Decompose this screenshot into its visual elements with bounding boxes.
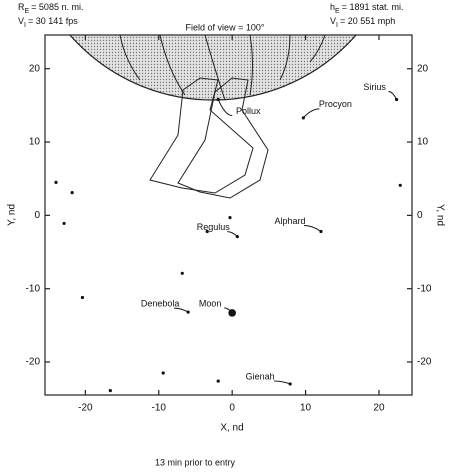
star-label: Regulus: [197, 222, 231, 232]
header-line: VI = 30 141 fps: [18, 16, 78, 28]
value: = 5085 n. mi.: [31, 2, 83, 12]
x-axis-label: X, nd: [220, 423, 243, 434]
x-tick-label: -10: [152, 403, 167, 414]
x-tick-label: 10: [300, 403, 312, 414]
leader-line: [174, 307, 189, 313]
symbol: V: [330, 16, 336, 26]
star-label: Alphard: [274, 216, 305, 226]
subscript: I: [336, 22, 338, 29]
y-tick-label: -20: [26, 357, 41, 368]
star-label: Denebola: [141, 299, 180, 309]
leader-line: [224, 307, 233, 314]
x-tick-label: 0: [229, 403, 235, 414]
y-tick-label-right: 0: [417, 210, 423, 221]
symbol: R: [18, 2, 25, 12]
star-label: Gienah: [246, 371, 275, 381]
subscript: I: [24, 22, 26, 29]
y-axis-label: Y, nd: [7, 204, 18, 226]
leader-line: [303, 224, 322, 232]
leader-line: [302, 108, 320, 119]
earth: [69, 35, 357, 101]
header-line: VI = 20 551 mph: [330, 16, 395, 28]
star-label: Pollux: [236, 106, 261, 116]
header-line: hE = 1891 stat. mi.: [330, 2, 403, 14]
star-label: Procyon: [319, 99, 352, 109]
star: [70, 191, 74, 195]
caption: 13 min prior to entry: [155, 457, 236, 467]
star: [205, 229, 209, 234]
leader-line: [388, 91, 398, 100]
header-line: RE = 5085 n. mi.: [18, 2, 83, 14]
star: [161, 371, 165, 375]
y-tick-label-right: -10: [417, 283, 432, 294]
star: [62, 221, 66, 226]
star: [54, 180, 58, 184]
view-label: Field of view = 100°: [186, 22, 265, 32]
y-tick-label: -10: [26, 283, 41, 294]
star: [216, 379, 220, 383]
leader-line: [274, 380, 291, 385]
symbol: h: [330, 2, 335, 12]
y-tick-label-right: -20: [417, 357, 432, 368]
y-tick-label: 10: [29, 137, 41, 148]
field-of-view: [149, 77, 269, 199]
star: [80, 295, 85, 300]
subscript: E: [25, 8, 30, 15]
x-tick-label: 20: [373, 403, 385, 414]
value: = 1891 stat. mi.: [342, 2, 404, 12]
symbol: V: [18, 16, 24, 26]
star: [228, 215, 232, 220]
value: = 20 551 mph: [340, 16, 395, 26]
leader-line: [217, 99, 233, 117]
star: [180, 271, 184, 275]
star-label: Sirius: [363, 82, 386, 92]
value: = 30 141 fps: [28, 16, 78, 26]
y-tick-label-right: 20: [417, 63, 429, 74]
star: [108, 389, 112, 393]
y-axis-label-right: Y, nd: [434, 204, 445, 226]
y-tick-label-right: 10: [417, 137, 429, 148]
leader-line: [227, 231, 238, 237]
star: [398, 183, 402, 187]
x-tick-label: -20: [78, 403, 93, 414]
star-label: Moon: [199, 298, 222, 308]
y-tick-label: 20: [29, 63, 41, 74]
subscript: E: [335, 8, 340, 15]
y-tick-label: 0: [34, 210, 40, 221]
